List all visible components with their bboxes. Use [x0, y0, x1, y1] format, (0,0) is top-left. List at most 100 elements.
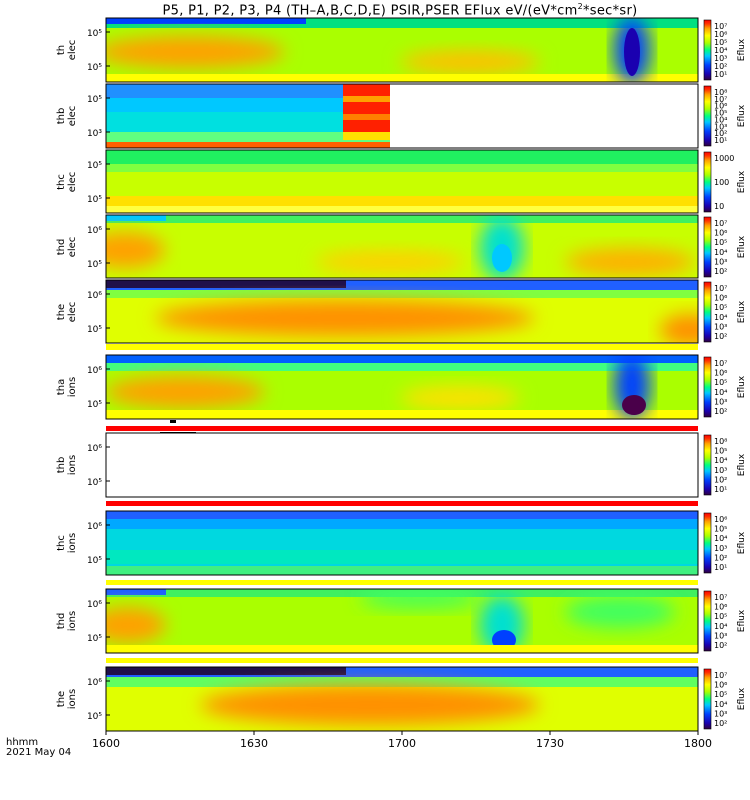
y-label: thc — [56, 174, 67, 190]
title-suffix: *sec*sr) — [582, 3, 638, 19]
colorbar-tick-label: 10³ — [714, 54, 727, 63]
colorbar-tick-label: 10⁵ — [714, 447, 727, 456]
colorbar-tick-label: 10⁵ — [714, 109, 727, 118]
separator-bar — [106, 658, 698, 663]
y-tick-label: 10⁵ — [87, 161, 102, 171]
colorbar-tick-label: 10⁶ — [714, 102, 727, 111]
x-tick-label: 1730 — [536, 737, 564, 750]
y-label: elec — [67, 172, 78, 193]
y-label: th — [56, 45, 67, 55]
colorbar-tick-label: 10² — [714, 129, 727, 138]
colorbar-tick-label: 10⁴ — [714, 700, 727, 709]
y-tick-label: 10⁵ — [87, 29, 102, 39]
colorbar-tick-label: 10⁴ — [714, 388, 727, 397]
panel-thc-elec — [105, 149, 699, 214]
y-tick-label: 10⁶ — [87, 366, 102, 376]
y-tick-label: 10⁵ — [87, 260, 102, 270]
colorbar-tick-label: 10⁵ — [714, 378, 727, 387]
colorbar — [703, 512, 712, 574]
y-label: thd — [56, 613, 67, 630]
y-tick-label: 10⁵ — [87, 325, 102, 335]
colorbar-tick-label: 10³ — [714, 709, 727, 718]
colorbar-tick-label: 10² — [714, 641, 727, 650]
colorbar-tick-label: 100 — [714, 178, 729, 187]
x-tick-label: 1700 — [388, 737, 416, 750]
panel-tha-ions — [105, 354, 699, 420]
colorbar-tick-label: 10⁷ — [714, 95, 727, 104]
y-tick-label: 10⁶ — [87, 226, 102, 236]
colorbar-tick-label: 10⁴ — [714, 534, 727, 543]
colorbar — [703, 85, 712, 147]
y-label: thb — [56, 457, 67, 474]
colorbar-tick-label: 10⁶ — [714, 294, 727, 303]
colorbar — [703, 434, 712, 496]
colorbar-tick-label: 10⁴ — [714, 248, 727, 257]
y-label: the — [56, 304, 67, 320]
colorbar-tick-label: 10⁴ — [714, 622, 727, 631]
colorbar-tick-label: 10² — [714, 553, 727, 562]
y-tick-label: 10⁵ — [87, 634, 102, 644]
colorbar-tick-label: 10⁷ — [714, 219, 727, 228]
y-tick-label: 10⁵ — [87, 95, 102, 105]
panel-the-elec — [105, 279, 699, 344]
colorbar — [703, 216, 712, 278]
y-label: elec — [67, 40, 78, 61]
colorbar-tick-label: 10⁵ — [714, 525, 727, 534]
colorbar-tick-label: 10⁸ — [714, 437, 727, 446]
colorbar-tick-label: 10³ — [714, 257, 727, 266]
colorbar-tick-label: 10⁴ — [714, 313, 727, 322]
panel-tha-elec — [105, 17, 699, 83]
colorbar-tick-label: 10³ — [714, 544, 727, 553]
y-tick-label: 10⁶ — [87, 522, 102, 532]
colorbar-tick-label: 10⁷ — [714, 284, 727, 293]
panel-thb-ions — [105, 420, 699, 506]
y-tick-label: 10⁶ — [87, 678, 102, 688]
colorbar — [703, 281, 712, 343]
colorbar-tick-label: 10² — [714, 267, 727, 276]
colorbar-tick-label: 10⁶ — [714, 515, 727, 524]
y-label: tha — [56, 379, 67, 395]
y-label: elec — [67, 106, 78, 127]
title-superscript: 2 — [577, 2, 583, 11]
x-tick-label: 1800 — [684, 737, 712, 750]
colorbar-tick-label: 10⁶ — [714, 681, 727, 690]
colorbar-tick-label: 10⁷ — [714, 359, 727, 368]
y-label: thd — [56, 239, 67, 256]
colorbar-label: Eflux — [737, 38, 747, 61]
colorbar-label: Eflux — [737, 300, 747, 323]
colorbar-tick-label: 10⁵ — [714, 690, 727, 699]
y-tick-label: 10⁵ — [87, 400, 102, 410]
colorbar — [703, 668, 712, 730]
colorbar-tick-label: 10¹ — [714, 563, 727, 572]
colorbar-tick-label: 10³ — [714, 122, 727, 131]
colorbar-tick-label: 10³ — [714, 397, 727, 406]
y-tick-label: 10⁵ — [87, 63, 102, 73]
x-axis-label-line2: 2021 May 04 — [6, 747, 72, 758]
chart-title: P5, P1, P2, P3, P4 (TH–A,B,C,D,E) PSIR,P… — [100, 2, 700, 18]
colorbar-tick-label: 10¹ — [714, 70, 727, 79]
y-tick-label: 10⁵ — [87, 712, 102, 722]
colorbar-tick-label: 10⁵ — [714, 303, 727, 312]
y-label: ions — [67, 455, 78, 475]
colorbar-tick-label: 1000 — [714, 154, 734, 163]
y-tick-label: 10⁵ — [87, 556, 102, 566]
colorbar — [703, 590, 712, 652]
colorbar-tick-label: 10⁵ — [714, 38, 727, 47]
colorbar-tick-label: 10⁷ — [714, 22, 727, 31]
colorbar-label: Eflux — [737, 609, 747, 632]
colorbar-label: Eflux — [737, 235, 747, 258]
colorbar-label: Eflux — [737, 453, 747, 476]
colorbar-label: Eflux — [737, 170, 747, 193]
y-label: ions — [67, 377, 78, 397]
panel-thb-elec — [105, 83, 699, 149]
colorbar-tick-label: 10⁸ — [714, 88, 727, 97]
y-label: thc — [56, 535, 67, 551]
colorbar-tick-label: 10² — [714, 475, 727, 484]
y-label: ions — [67, 689, 78, 709]
colorbar-tick-label: 10⁵ — [714, 612, 727, 621]
panel-thc-ions — [105, 510, 699, 576]
y-tick-label: 10⁶ — [87, 444, 102, 454]
y-label: elec — [67, 237, 78, 258]
colorbar-label: Eflux — [737, 687, 747, 710]
y-label: the — [56, 691, 67, 707]
